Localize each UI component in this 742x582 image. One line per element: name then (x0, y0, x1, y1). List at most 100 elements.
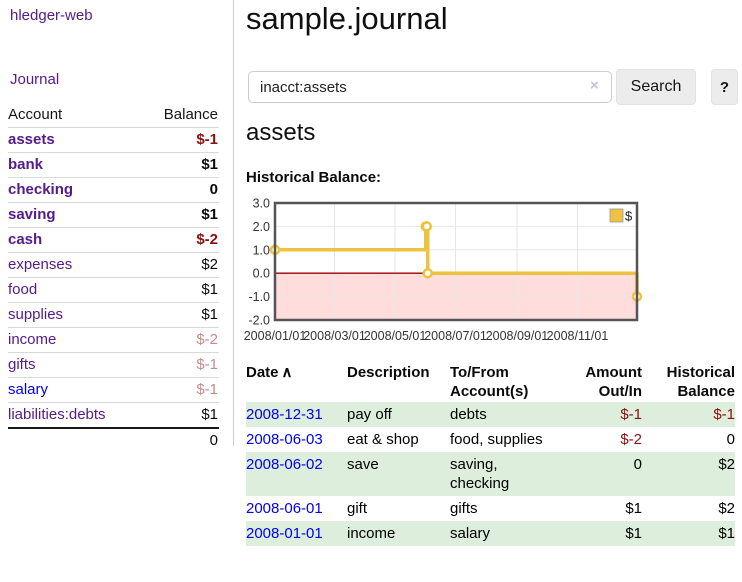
historical-balance-chart[interactable]: 2008/01/01 2008/03/01 2008/05/01 2008/07/01… (244, 196, 652, 348)
account-link-checking[interactable]: checking (8, 181, 74, 198)
account-link-saving[interactable]: saving (8, 206, 56, 223)
svg-text:-1.0: -1.0 (248, 290, 270, 304)
transaction-date-link[interactable]: 2008-06-01 (246, 500, 323, 517)
transaction-accounts: salary (450, 521, 562, 546)
transaction-description: eat & shop (347, 431, 419, 448)
sidebar-divider (233, 0, 234, 446)
account-link-income[interactable]: income (8, 331, 57, 348)
accounts-table: Account Balance assets $-1 bank $1 check… (8, 103, 219, 453)
app-brand-link[interactable]: hledger-web (10, 7, 93, 24)
transaction-balance: $2 (642, 452, 735, 496)
register-row: 2008-06-01 gift gifts $1 $2 (246, 496, 735, 521)
register-row: 2008-06-02 save saving, checking 0 $2 (246, 452, 735, 496)
register-row: 2008-01-01 income salary $1 $1 (246, 521, 735, 546)
account-row: income $-2 (8, 327, 219, 353)
transaction-amount: $-1 (562, 402, 642, 427)
balance-column-header: Balance (163, 106, 218, 123)
svg-text:-2.0: -2.0 (248, 314, 270, 328)
account-balance: $-2 (196, 231, 218, 248)
account-row: cash $-2 (8, 227, 219, 253)
transaction-description: pay off (347, 402, 450, 427)
main-content: sample.journal × Search ? assets Histori… (244, 0, 742, 582)
help-button[interactable]: ? (711, 69, 738, 105)
transaction-balance: 0 (726, 431, 735, 448)
transaction-amount: $-2 (620, 431, 642, 448)
account-link-cash[interactable]: cash (8, 231, 43, 248)
account-link-salary[interactable]: salary (8, 381, 49, 398)
accounts-table-header: Account Balance (8, 103, 219, 128)
accounts-total-value: 0 (209, 432, 218, 449)
column-header-date[interactable]: Date ∧ (246, 364, 293, 381)
account-link-expenses[interactable]: expenses (8, 256, 73, 273)
transaction-accounts: food, supplies (450, 431, 543, 448)
account-link-assets[interactable]: assets (8, 131, 55, 148)
accounts-total-row: 0 (8, 428, 219, 453)
transaction-description: save (347, 452, 450, 496)
svg-text:2008/01/01: 2008/01/01 (244, 329, 307, 343)
register-row: 2008-12-31 pay off debts $-1 $-1 (246, 402, 735, 427)
account-row: saving $1 (8, 202, 219, 228)
transaction-date-link[interactable]: 2008-01-01 (246, 525, 323, 542)
svg-text:$: $ (625, 209, 633, 224)
account-balance: $-1 (196, 131, 218, 148)
column-header-description: Description (347, 364, 430, 381)
account-link-gifts[interactable]: gifts (8, 356, 36, 373)
transaction-balance: $-1 (642, 402, 735, 427)
account-link-supplies[interactable]: supplies (8, 306, 64, 323)
account-row: supplies $1 (8, 302, 219, 328)
register-row: 2008-06-03 eat & shop food, supplies $-2… (246, 427, 735, 452)
clear-search-icon[interactable]: × (590, 77, 599, 94)
account-row: salary $-1 (8, 377, 219, 403)
account-row: gifts $-1 (8, 352, 219, 378)
transaction-balance: $2 (718, 500, 735, 517)
svg-text:2.0: 2.0 (253, 220, 270, 234)
column-header-balance: Historical Balance (666, 364, 735, 400)
transaction-date-link[interactable]: 2008-12-31 (246, 406, 323, 423)
search-input[interactable] (248, 71, 612, 103)
transaction-accounts: debts (450, 402, 562, 427)
account-row: assets $-1 (8, 127, 219, 153)
transaction-description: income (347, 521, 450, 546)
account-column-header: Account (8, 106, 63, 123)
account-balance: 0 (209, 181, 218, 198)
transaction-accounts: saving, checking (450, 452, 562, 496)
svg-text:2008/07/01: 2008/07/01 (424, 329, 487, 343)
svg-text:1.0: 1.0 (253, 243, 270, 257)
svg-text:2008/05/01: 2008/05/01 (364, 329, 427, 343)
account-balance: $-1 (196, 381, 218, 398)
sidebar-item-journal[interactable]: Journal (10, 71, 60, 88)
account-row: food $1 (8, 277, 219, 303)
page-title: sample.journal (246, 1, 448, 36)
account-row: expenses $2 (8, 252, 219, 278)
sidebar: hledger-web Journal Account Balance asse… (0, 0, 233, 582)
transaction-accounts: gifts (450, 500, 478, 517)
account-link-bank[interactable]: bank (8, 156, 44, 173)
svg-text:2008/03/01: 2008/03/01 (303, 329, 366, 343)
register-header-row: Date ∧ Description To/From Account(s) Amo… (246, 362, 735, 402)
svg-text:2008/11/01: 2008/11/01 (547, 329, 609, 343)
transaction-balance: $1 (642, 521, 735, 546)
account-link-food[interactable]: food (8, 281, 38, 298)
svg-text:0.0: 0.0 (253, 267, 270, 281)
transaction-date-link[interactable]: 2008-06-03 (246, 431, 323, 448)
transaction-amount: $1 (562, 521, 642, 546)
account-row: checking 0 (8, 177, 219, 203)
account-balance: $1 (201, 281, 218, 298)
column-header-accounts: To/From Account(s) (450, 364, 529, 400)
search-button[interactable]: Search (616, 69, 696, 105)
transaction-description: gift (347, 500, 368, 517)
account-balance: $1 (201, 206, 218, 223)
account-balance: $-2 (196, 331, 218, 348)
transaction-amount: 0 (562, 452, 642, 496)
account-balance: $1 (201, 406, 218, 423)
svg-text:3.0: 3.0 (253, 197, 270, 211)
account-row: bank $1 (8, 152, 219, 178)
account-link-liabilities-debts[interactable]: liabilities:debts (8, 406, 106, 423)
account-heading: assets (246, 119, 316, 146)
transaction-date-link[interactable]: 2008-06-02 (246, 456, 323, 473)
account-row: liabilities:debts $1 (8, 402, 219, 429)
account-balance: $2 (201, 256, 218, 273)
column-header-amount: Amount Out/In (585, 364, 642, 400)
sort-ascending-icon: ∧ (281, 364, 293, 381)
chart-title: Historical Balance: (246, 169, 382, 186)
